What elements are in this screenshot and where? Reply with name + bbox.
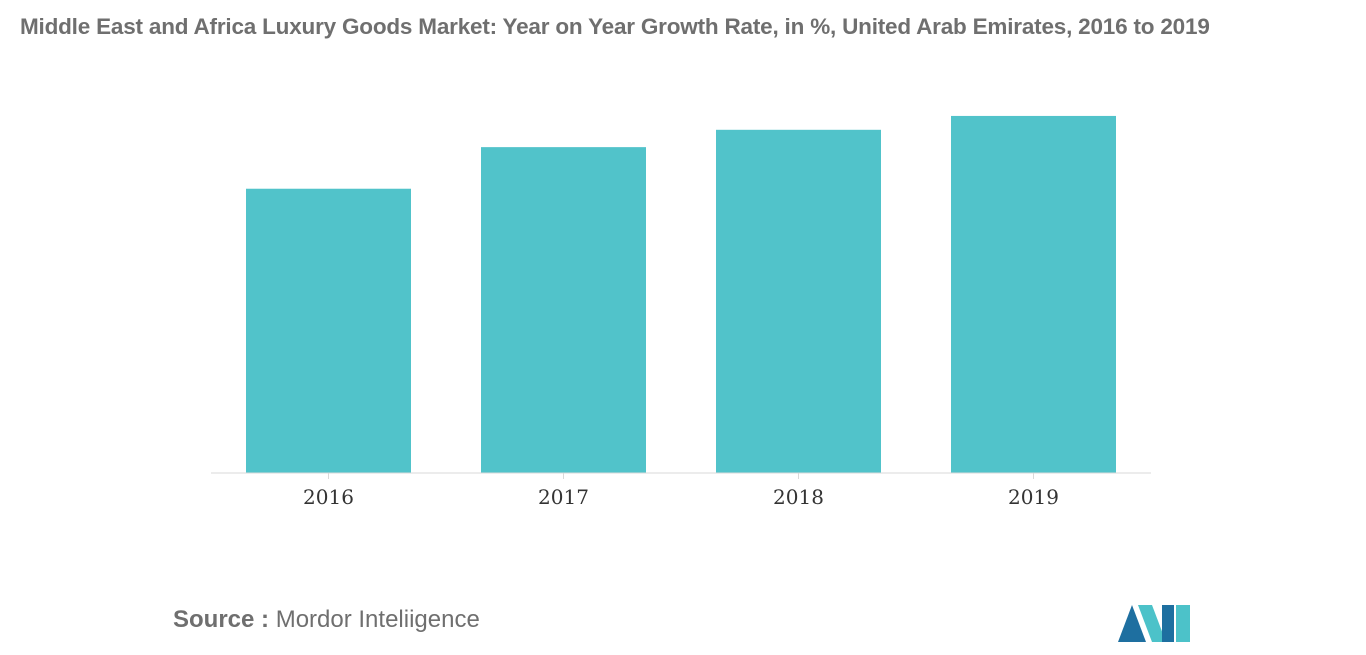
x-tick-label-2019: 2019 — [1008, 485, 1059, 509]
x-tick-label-2016: 2016 — [303, 485, 354, 509]
bar-2018 — [716, 129, 881, 474]
source-text: Mordor Inteliigence — [275, 606, 480, 633]
x-tick-label-2017: 2017 — [538, 485, 589, 509]
chart-title: Middle East and Africa Luxury Goods Mark… — [20, 14, 1210, 39]
bar-2019 — [951, 115, 1116, 473]
mordor-intelligence-logo-icon — [1118, 605, 1190, 642]
bars-group — [246, 115, 1116, 474]
source-label: Source : — [173, 606, 270, 633]
x-ticks-group: 2016 2017 2018 2019 — [303, 473, 1059, 509]
x-tick-label-2018: 2018 — [773, 485, 824, 509]
bar-2017 — [481, 147, 646, 473]
bar-2016 — [246, 188, 411, 473]
source-note: Source : Mordor Inteliigence — [173, 606, 480, 634]
